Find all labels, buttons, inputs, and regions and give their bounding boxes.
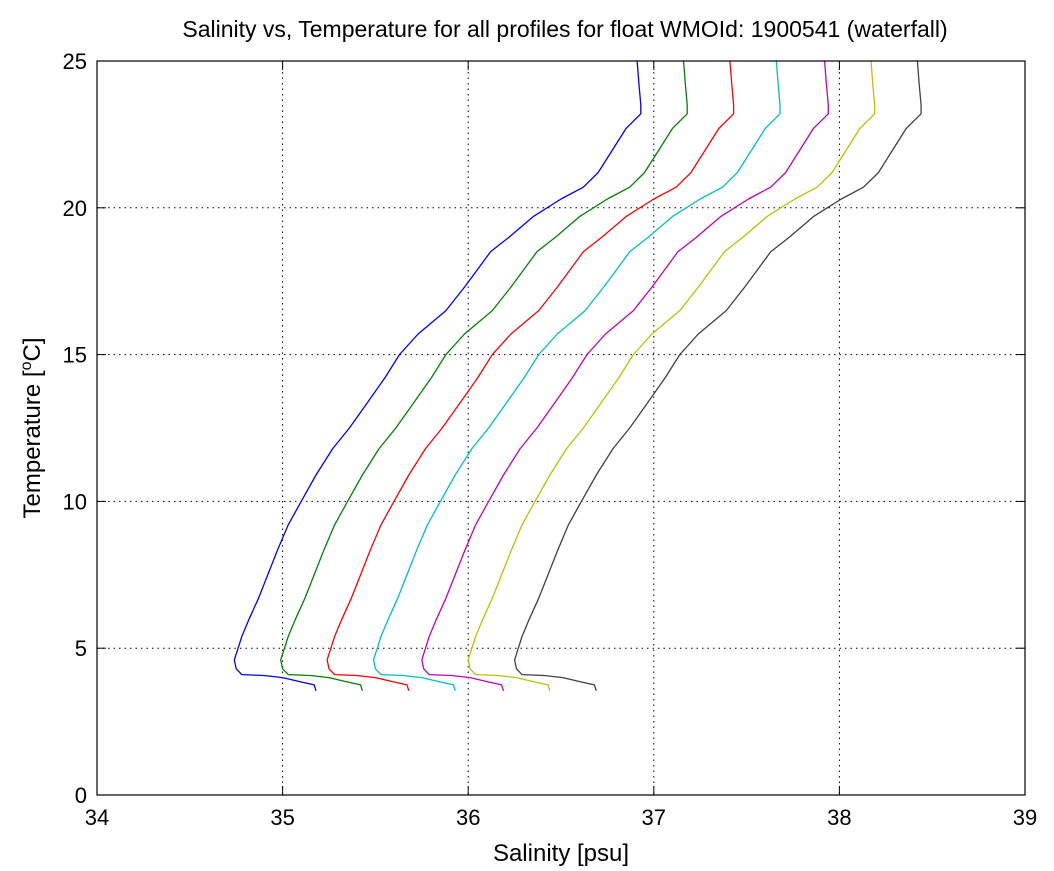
y-tick-label: 10 <box>63 489 87 514</box>
series-layer <box>233 61 922 691</box>
profile-line-2 <box>280 61 688 691</box>
profile-line-3 <box>326 61 735 691</box>
y-axis-label-unit: C] <box>19 338 46 362</box>
profile-line-5 <box>421 61 829 691</box>
axis-ticks: 34 35 36 37 38 39 0 5 10 15 20 25 <box>63 49 1038 830</box>
grid-lines <box>97 61 1025 795</box>
x-tick-label: 35 <box>270 805 294 830</box>
x-tick-label: 36 <box>456 805 480 830</box>
x-tick-label: 38 <box>827 805 851 830</box>
plot-frame <box>96 60 1026 796</box>
profile-line-6 <box>467 61 876 691</box>
y-tick-label: 5 <box>75 636 87 661</box>
x-axis-label: Salinity [psu] <box>493 840 629 867</box>
y-tick-label: 15 <box>63 343 87 368</box>
y-axis-label: Temperature [oC] <box>18 338 46 519</box>
y-tick-label: 25 <box>63 49 87 74</box>
y-axis-label-degree: o <box>18 361 35 370</box>
y-axis-label-prefix: Temperature [ <box>19 370 46 518</box>
x-tick-label: 37 <box>642 805 666 830</box>
chart-title: Salinity vs, Temperature for all profile… <box>182 16 947 42</box>
x-tick-label: 39 <box>1013 805 1037 830</box>
profile-line-7 <box>513 61 922 691</box>
x-tick-label: 34 <box>85 805 109 830</box>
y-tick-label: 0 <box>75 783 87 808</box>
profile-line-1 <box>233 61 642 691</box>
profile-line-4 <box>372 61 781 691</box>
y-tick-label: 20 <box>63 196 87 221</box>
